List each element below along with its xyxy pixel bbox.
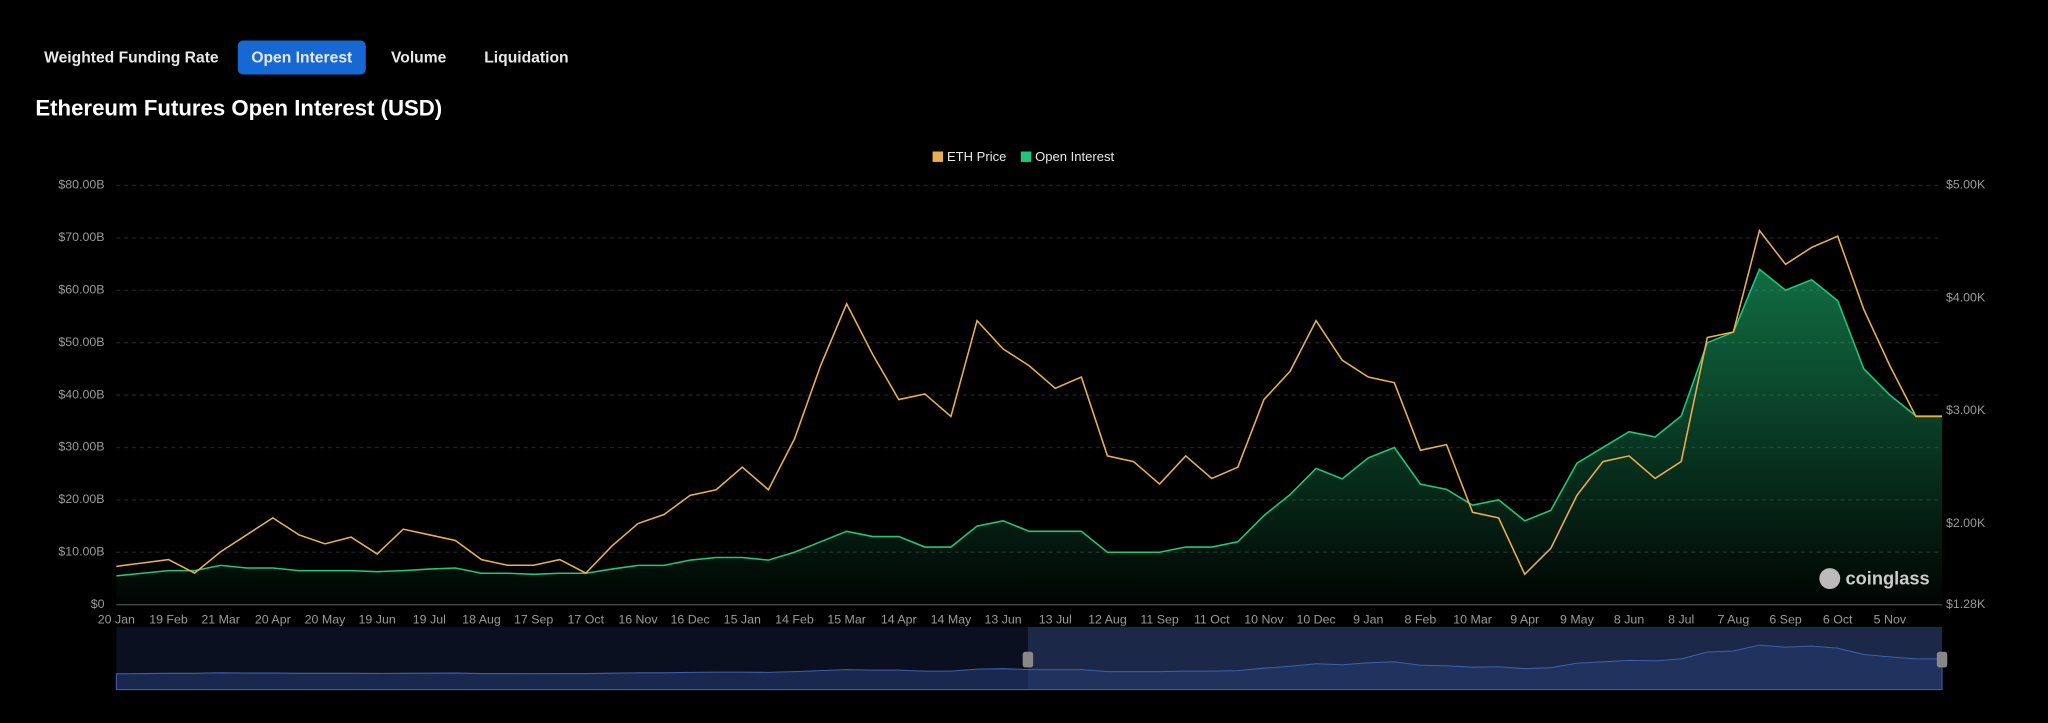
x-tick-label: 17 Sep — [514, 613, 553, 627]
x-tick-label: 10 Nov — [1244, 613, 1284, 627]
x-tick-label: 14 Feb — [775, 613, 814, 627]
x-tick-label: 13 Jun — [985, 613, 1022, 627]
y2-tick-label: $3.00K — [1946, 403, 1986, 417]
x-tick-label: 16 Dec — [670, 613, 709, 627]
legend-item[interactable]: Open Interest — [1020, 149, 1115, 164]
x-tick-label: 12 Aug — [1088, 613, 1127, 627]
x-tick-label: 8 Jul — [1668, 613, 1694, 627]
x-tick-label: 10 Dec — [1296, 613, 1335, 627]
y-tick-label: $50.00B — [58, 335, 104, 349]
navigator — [115, 626, 1948, 691]
watermark: coinglass — [1819, 568, 1930, 590]
area — [116, 269, 1943, 605]
x-tick-label: 8 Jun — [1614, 613, 1644, 627]
x-tick-label: 15 Jan — [724, 613, 761, 627]
y2-tick-label: $4.00K — [1946, 290, 1986, 304]
legend: ETH Price Open Interest — [932, 149, 1115, 164]
legend-swatch — [1020, 151, 1032, 162]
tab-label: Liquidation — [484, 49, 568, 66]
legend-label: ETH Price — [947, 149, 1006, 164]
y-tick-label: $80.00B — [58, 178, 104, 192]
x-tick-label: 5 Nov — [1874, 613, 1907, 627]
line — [116, 228, 1943, 576]
x-tick-label: 15 Mar — [827, 613, 866, 627]
tab[interactable]: Liquidation — [484, 49, 568, 66]
legend-label: Open Interest — [1035, 149, 1114, 164]
tab-label: Open Interest — [251, 49, 353, 66]
watermark-icon — [1819, 568, 1841, 590]
tab-active-bg — [237, 40, 366, 75]
x-tick-label: 6 Oct — [1823, 613, 1853, 627]
x-tick-label: 7 Aug — [1718, 613, 1750, 627]
y-tick-label: $20.00B — [58, 492, 104, 506]
watermark-text: coinglass — [1845, 568, 1929, 589]
y2-tick-label: $1.28K — [1946, 597, 1986, 611]
y-tick-label: $60.00B — [58, 283, 104, 297]
x-tick-label: 14 Apr — [881, 613, 917, 627]
tab-bar: Weighted Funding Rate Open Interest Volume… — [44, 40, 569, 75]
y-tick-label: $70.00B — [58, 230, 104, 244]
x-tick-label: 11 Oct — [1194, 613, 1230, 627]
navigator-area — [115, 644, 1943, 691]
y2-tick-label: $2.00K — [1946, 516, 1986, 530]
y-tick-label: $30.00B — [58, 440, 104, 454]
y-tick-label: $10.00B — [58, 545, 104, 559]
navigator-handle[interactable] — [1936, 651, 1948, 668]
x-tick-label: 19 Jun — [359, 613, 396, 627]
plot — [116, 228, 1943, 605]
x-tick-label: 10 Mar — [1453, 613, 1492, 627]
x-tick-label: 19 Feb — [149, 613, 188, 627]
x-tick-label: 20 Jan — [98, 613, 135, 627]
x-tick-label: 6 Sep — [1769, 613, 1801, 627]
x-tick-label: 14 May — [931, 613, 972, 627]
tab[interactable]: Weighted Funding Rate — [44, 49, 219, 66]
y2-tick-label: $5.00K — [1946, 178, 1986, 192]
line — [116, 268, 1943, 577]
legend-swatch — [932, 151, 944, 162]
x-tick-label: 13 Jul — [1039, 613, 1072, 627]
tab[interactable]: Volume — [391, 49, 447, 66]
x-tick-label: 9 Apr — [1510, 613, 1539, 627]
tab-label: Volume — [391, 49, 447, 66]
x-tick-label: 18 Aug — [462, 613, 501, 627]
x-tick-label: 20 May — [305, 613, 346, 627]
x-tick-label: 21 Mar — [201, 613, 240, 627]
chart-title: Ethereum Futures Open Interest (USD) — [35, 96, 442, 121]
x-tick-label: 11 Sep — [1140, 613, 1178, 627]
y-tick-label: $0 — [91, 597, 105, 611]
x-tick-label: 9 May — [1560, 613, 1595, 627]
x-tick-label: 9 Jan — [1353, 613, 1383, 627]
x-tick-label: 19 Jul — [413, 613, 446, 627]
x-tick-label: 8 Feb — [1405, 613, 1437, 627]
tab[interactable]: Open Interest — [237, 40, 366, 75]
x-tick-label: 16 Nov — [618, 613, 658, 627]
tab-label: Weighted Funding Rate — [44, 49, 219, 66]
legend-item[interactable]: ETH Price — [932, 149, 1007, 164]
x-tick-label: 17 Oct — [568, 613, 605, 627]
y-tick-label: $40.00B — [58, 387, 104, 401]
navigator-handle[interactable] — [1022, 651, 1034, 668]
x-tick-label: 20 Apr — [255, 613, 291, 627]
